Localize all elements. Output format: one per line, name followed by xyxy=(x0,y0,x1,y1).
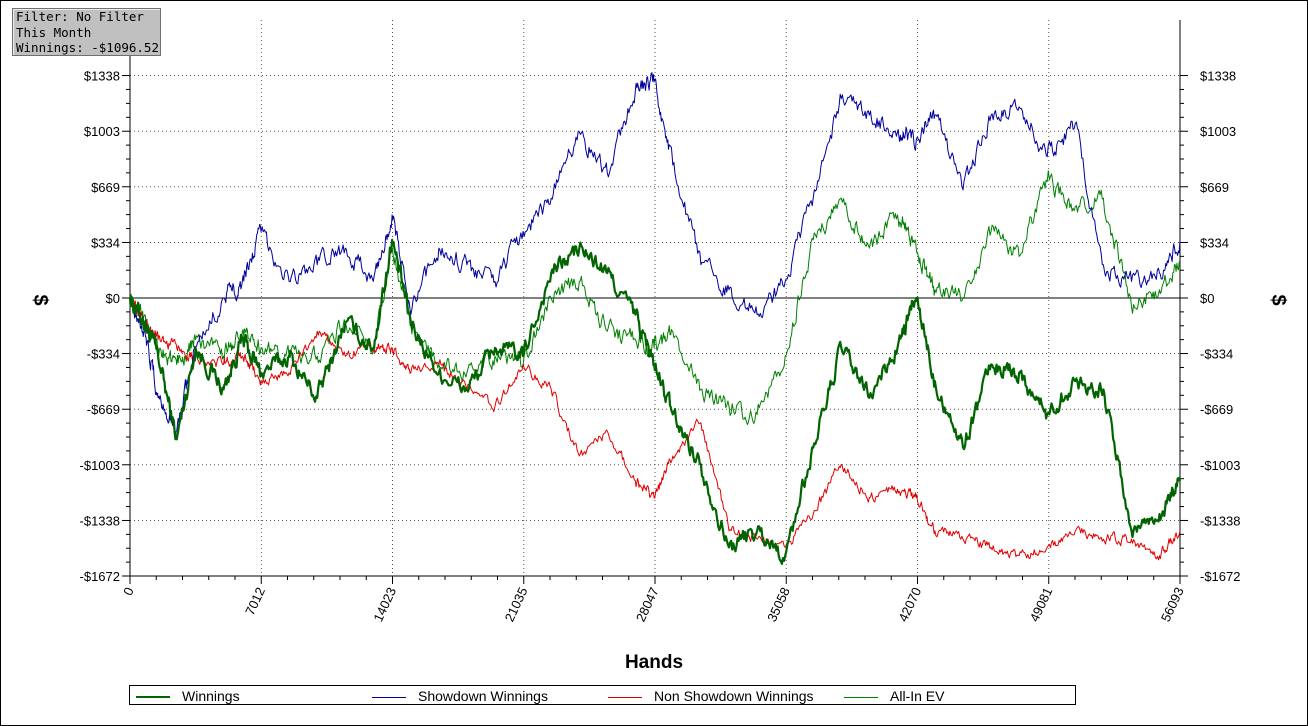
y-tick-label-left: $0 xyxy=(106,291,120,306)
y-tick-label-right: $1338 xyxy=(1200,69,1236,84)
legend-label-showdown: Showdown Winnings xyxy=(418,688,548,704)
y-tick-label-left: -$669 xyxy=(87,402,120,417)
legend-label-non-showdown: Non Showdown Winnings xyxy=(654,688,814,704)
series-winnings xyxy=(128,238,1182,565)
legend-swatch-all-in-ev xyxy=(844,696,878,698)
x-tick-label: 0 xyxy=(120,585,137,598)
y-tick-label-right: -$1003 xyxy=(1200,458,1240,473)
x-tick-label: 21035 xyxy=(502,585,531,624)
y-tick-label-left: $669 xyxy=(91,180,120,195)
filter-line: Filter: No Filter xyxy=(16,9,144,24)
x-tick-label: 49081 xyxy=(1027,585,1056,624)
filter-info-box: Filter: No Filter This Month Winnings: -… xyxy=(12,8,161,56)
y-tick-label-right: $334 xyxy=(1200,235,1229,250)
y-tick-label-right: -$669 xyxy=(1200,402,1233,417)
y-tick-label-left: $1338 xyxy=(84,69,120,84)
y-tick-label-left: $334 xyxy=(91,235,120,250)
axes: 0 7012 14023 21035 28047 35058 42070 49081 56093… xyxy=(80,20,1240,624)
legend-item-winnings: Winnings xyxy=(136,687,240,705)
x-tick-label: 14023 xyxy=(370,585,399,624)
y-tick-label-right: $669 xyxy=(1200,180,1229,195)
x-tick-label: 42070 xyxy=(895,585,924,624)
grid xyxy=(130,20,1180,576)
y-tick-label-left: -$1003 xyxy=(80,458,120,473)
winnings-line: Winnings: -$1096.52 xyxy=(16,40,159,55)
y-tick-label-left: -$1338 xyxy=(80,513,120,528)
y-tick-label-left: $1003 xyxy=(84,124,120,139)
series-showdown-winnings xyxy=(129,72,1181,437)
x-axis-label: Hands xyxy=(625,652,683,673)
series-lines xyxy=(128,72,1182,565)
y-tick-label-right: $0 xyxy=(1200,291,1214,306)
legend-swatch-winnings xyxy=(136,696,170,699)
legend: Winnings Showdown Winnings Non Showdown … xyxy=(129,685,1076,705)
x-tick-label: 28047 xyxy=(633,585,662,624)
y-tick-label-right: $1003 xyxy=(1200,124,1236,139)
y-axis-label-right: $ xyxy=(1267,294,1289,305)
x-tick-label: 35058 xyxy=(764,585,793,624)
period-line: This Month xyxy=(16,24,92,40)
legend-label-winnings: Winnings xyxy=(182,688,240,704)
x-tick-label: 7012 xyxy=(242,585,268,618)
legend-swatch-showdown xyxy=(372,696,406,698)
y-tick-label-right: -$1338 xyxy=(1200,513,1240,528)
legend-swatch-non-showdown xyxy=(608,696,642,698)
legend-item-all-in-ev: All-In EV xyxy=(844,687,944,705)
y-tick-label-left: -$334 xyxy=(87,347,120,362)
y-tick-label-right: -$334 xyxy=(1200,347,1233,362)
y-tick-label-right: -$1672 xyxy=(1200,569,1240,584)
series-all-in-ev xyxy=(129,170,1181,425)
y-tick-label-left: -$1672 xyxy=(80,569,120,584)
legend-label-all-in-ev: All-In EV xyxy=(890,688,945,704)
y-axis-label-left: $ xyxy=(29,294,51,305)
series-non-showdown-winnings xyxy=(129,297,1181,561)
x-tick-label: 56093 xyxy=(1158,585,1187,624)
legend-item-showdown: Showdown Winnings xyxy=(372,687,548,705)
legend-item-non-showdown: Non Showdown Winnings xyxy=(608,687,814,705)
